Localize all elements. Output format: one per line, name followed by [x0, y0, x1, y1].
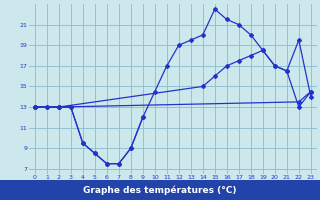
- Text: Graphe des températures (°C): Graphe des températures (°C): [83, 185, 237, 195]
